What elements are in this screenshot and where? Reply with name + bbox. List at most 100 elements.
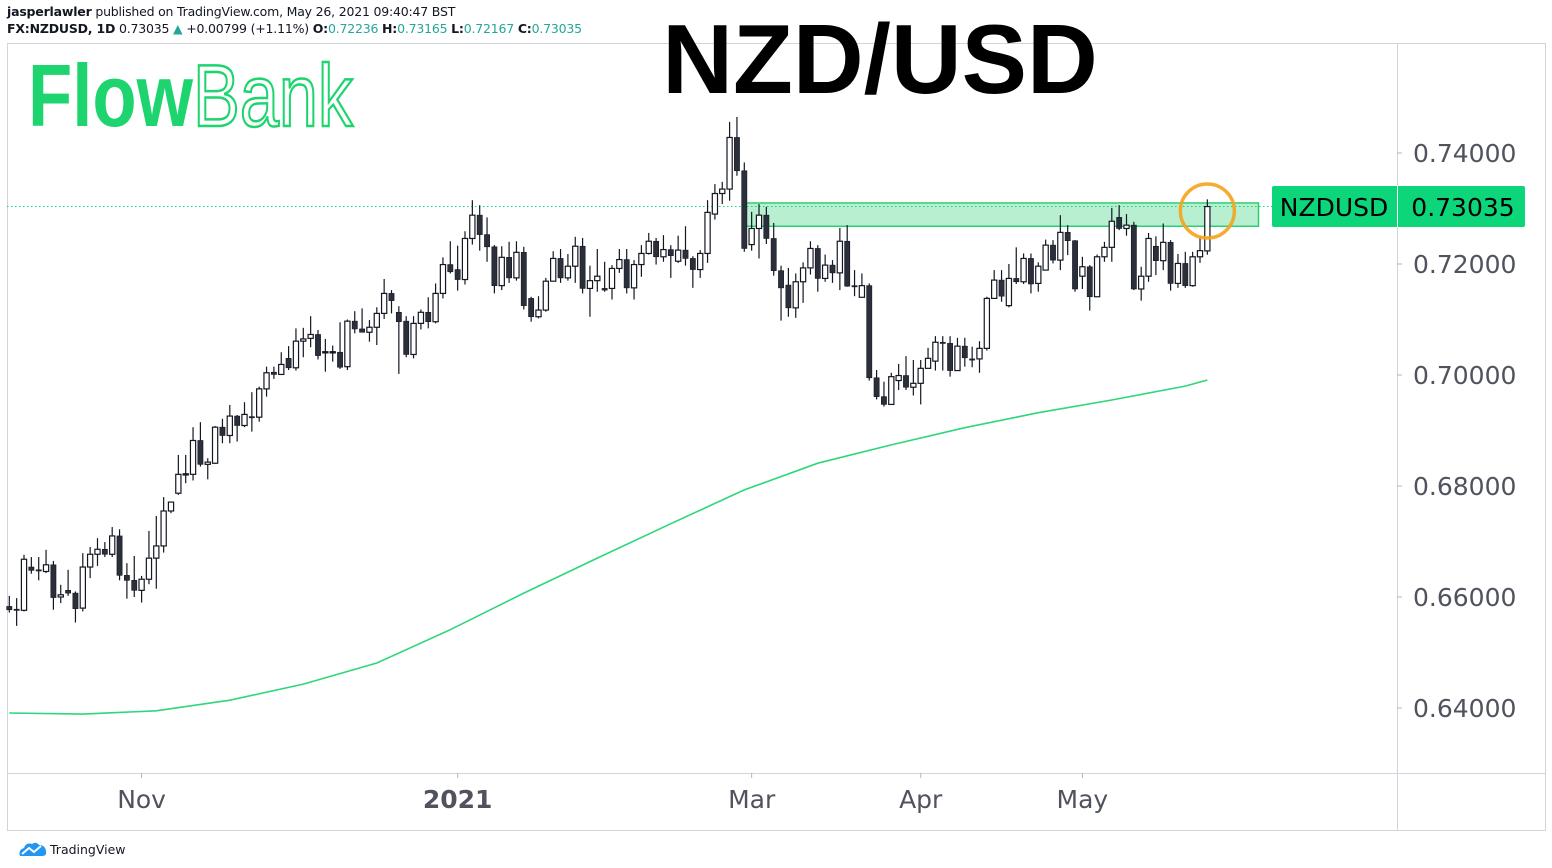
candle <box>594 249 601 292</box>
close-value: 0.73035 <box>531 21 582 36</box>
x-tick-label: Mar <box>728 785 776 814</box>
candle-body-down <box>1072 240 1078 290</box>
candle-body-down <box>50 564 57 598</box>
candle <box>674 235 682 263</box>
candle <box>1020 253 1027 284</box>
candle <box>417 309 425 330</box>
candle-body-up <box>278 363 285 376</box>
candle <box>1130 221 1137 291</box>
candle <box>484 217 490 262</box>
candle-body-down <box>425 311 432 323</box>
candle <box>682 226 689 266</box>
candle <box>799 262 807 303</box>
symbol-info: FX:NZDUSD, 1D 0.73035 ▲ +0.00799 (+1.11%… <box>7 21 582 36</box>
candle <box>719 181 726 205</box>
candle <box>924 347 932 369</box>
candle-body-up <box>821 264 829 280</box>
candle-body-down <box>101 548 108 555</box>
candle-body-up <box>711 192 719 215</box>
candle-body-down <box>219 426 226 436</box>
candle <box>153 515 160 589</box>
candle-body-down <box>998 279 1005 297</box>
candle <box>1042 239 1049 271</box>
tradingview-brand[interactable]: TradingView <box>18 840 126 858</box>
candle <box>373 307 381 346</box>
candle <box>315 330 321 360</box>
candle-body-up <box>160 510 167 547</box>
logo-flow: Flow <box>28 46 193 145</box>
high-label: H: <box>382 21 398 36</box>
candle-body-down <box>476 214 483 235</box>
candle-body-down <box>351 320 358 330</box>
candle-body-up <box>1123 224 1130 230</box>
candle <box>741 162 748 252</box>
candle-body-down <box>601 288 608 291</box>
candle <box>145 530 153 585</box>
candle <box>65 569 71 596</box>
candle-body-up <box>153 545 160 559</box>
candle-body-up <box>1005 277 1013 307</box>
candle <box>337 322 343 369</box>
y-tick-label: 0.70000 <box>1413 361 1516 390</box>
candle <box>778 265 784 321</box>
tradingview-text: TradingView <box>50 841 126 857</box>
author-name[interactable]: jasperlawler <box>7 4 92 19</box>
candle <box>983 296 991 351</box>
candle <box>814 245 821 292</box>
candle-body-down <box>315 334 321 356</box>
candle-body-up <box>976 347 983 360</box>
x-tick-label: 2021 <box>423 785 493 814</box>
candle <box>549 251 557 282</box>
candle <box>1153 236 1159 276</box>
candle-body-up <box>586 280 594 290</box>
candle <box>1196 236 1204 263</box>
candle <box>1116 205 1123 231</box>
candle <box>131 555 138 597</box>
low-label: L: <box>451 21 464 36</box>
candle-body-up <box>954 345 961 372</box>
candle <box>542 277 550 312</box>
time-axis[interactable]: Nov 2021 Mar Apr May <box>117 773 1108 814</box>
candle-body-down <box>506 257 512 279</box>
candle <box>395 306 402 374</box>
candle <box>28 557 35 574</box>
candle-body-down <box>623 259 630 289</box>
low-value: 0.72167 <box>463 21 515 36</box>
candle <box>932 336 939 371</box>
candles <box>6 116 1211 626</box>
candle-body-down <box>844 240 851 287</box>
candle-body-down <box>881 396 887 405</box>
candle <box>528 296 535 322</box>
candle <box>711 184 719 220</box>
open-label: O: <box>312 21 328 36</box>
candle <box>388 290 395 314</box>
candle-body-up <box>645 240 652 255</box>
candle-body-up <box>226 415 233 437</box>
candle-body-up <box>322 351 329 354</box>
candle-body-up <box>748 227 755 246</box>
candle-body-up <box>535 309 542 318</box>
price-axis[interactable]: 0.74000 0.72000 0.70000 0.68000 0.66000 0.640… <box>1397 139 1516 723</box>
candle-body-up <box>417 311 425 324</box>
candle-body-down <box>337 351 343 368</box>
candle <box>182 454 189 484</box>
candle <box>844 225 851 287</box>
y-tick-label: 0.66000 <box>1413 583 1516 612</box>
candle <box>836 227 844 291</box>
candle-body-up <box>329 351 336 354</box>
candle-body-down <box>520 252 527 306</box>
candle-body-down <box>359 328 365 333</box>
candle <box>785 267 792 317</box>
candle <box>197 422 204 467</box>
candle <box>954 337 961 372</box>
candle <box>513 241 520 281</box>
candle-body-up <box>1057 231 1064 261</box>
candle-body-down <box>557 258 564 279</box>
candle-body-down <box>1153 245 1159 261</box>
candle-body-down <box>770 238 777 271</box>
price-change: +0.00799 (+1.11%) <box>186 21 309 36</box>
candle-body-up <box>660 248 667 258</box>
candle-body-down <box>6 606 13 611</box>
candle <box>1050 240 1056 264</box>
